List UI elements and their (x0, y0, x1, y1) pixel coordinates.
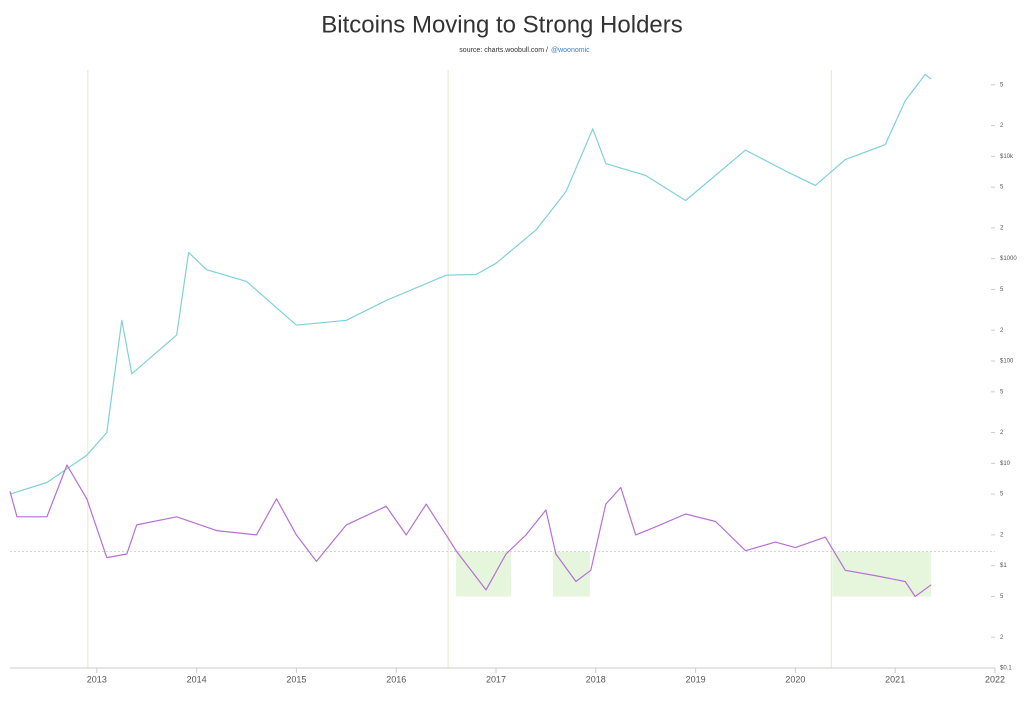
y-tick-label: 5 (1000, 287, 1004, 293)
y-tick-label: $1 (1000, 563, 1007, 569)
x-tick-label: 2018 (586, 674, 606, 684)
y-tick-label: 5 (1000, 492, 1004, 498)
y-tick-label: 2 (1000, 635, 1004, 641)
y-tick-label: 2 (1000, 328, 1004, 334)
y-tick-label: 2 (1000, 532, 1004, 538)
y-tick-label: $10k (1000, 154, 1014, 160)
y-tick-label: 2 (1000, 430, 1004, 436)
x-tick-label: 2022 (985, 674, 1005, 684)
x-tick-label: 2014 (187, 674, 207, 684)
chart-subtitle-handle: @woonomic (551, 47, 590, 54)
series-line (9, 73, 932, 495)
y-tick-label: $0.1 (1000, 666, 1012, 672)
y-tick-label: $10 (1000, 461, 1011, 467)
highlight-region (832, 551, 932, 597)
y-tick-label: 2 (1000, 123, 1004, 129)
x-tick-label: 2016 (386, 674, 406, 684)
y-tick-label: 5 (1000, 82, 1004, 88)
highlight-region (456, 551, 511, 597)
y-tick-label: 2 (1000, 225, 1004, 231)
x-tick-label: 2021 (885, 674, 905, 684)
x-tick-label: 2017 (486, 674, 506, 684)
y-tick-label: 5 (1000, 594, 1004, 600)
x-tick-label: 2019 (686, 674, 706, 684)
y-tick-label: 5 (1000, 389, 1004, 395)
x-tick-label: 2020 (785, 674, 805, 684)
chart-subtitle: source: charts.woobull.com / (459, 47, 548, 54)
chart-title: Bitcoins Moving to Strong Holders (321, 11, 683, 38)
x-tick-label: 2015 (286, 674, 306, 684)
y-tick-label: 5 (1000, 185, 1004, 191)
y-tick-label: $100 (1000, 359, 1014, 365)
x-tick-label: 2013 (87, 674, 107, 684)
y-tick-label: $1000 (1000, 256, 1017, 262)
series-line (9, 464, 932, 598)
